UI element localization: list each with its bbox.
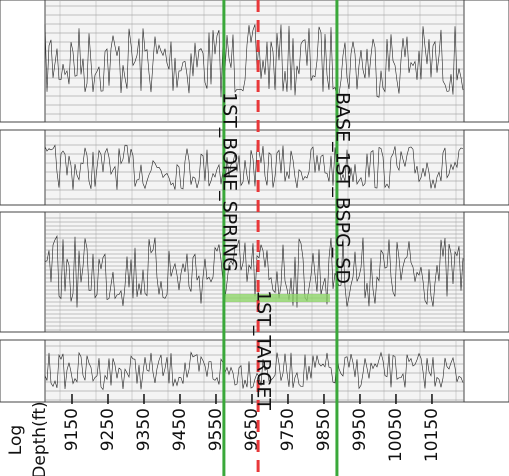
- green-fill: [225, 294, 330, 302]
- x-tick-label: 9750: [278, 408, 298, 451]
- x-tick-label: 9450: [170, 408, 190, 451]
- x-tick-label: 10050: [386, 408, 406, 462]
- log-trace: [44, 24, 464, 98]
- x-tick-label: 9250: [98, 408, 118, 451]
- log-trace: [44, 351, 464, 391]
- log-scan: [0, 0, 509, 403]
- x-axis-label: Log: [6, 425, 26, 455]
- x-tick-label: 9150: [62, 408, 82, 451]
- track-header: [0, 0, 46, 123]
- track-header: [0, 339, 46, 403]
- track-header: [463, 211, 509, 333]
- track-header: [463, 129, 509, 206]
- chart-layer: Log Depth(ft) 9150 9250 9350 9450 9550 9650 9750…: [6, 0, 442, 476]
- formation-top-label: BASE_1ST_BSPG_SD: [331, 92, 353, 284]
- x-tick-label: 9350: [134, 408, 154, 451]
- x-tick-label: 9550: [206, 408, 226, 451]
- x-tick-label: 10150: [422, 408, 442, 462]
- log-panel: [0, 339, 509, 403]
- log-trace: [44, 234, 464, 308]
- log-panel: [0, 129, 509, 206]
- x-tick-label: 9850: [314, 408, 334, 451]
- track-header: [463, 339, 509, 403]
- log-trace: [44, 144, 464, 190]
- formation-top-label: 1ST_TARGET: [253, 290, 275, 410]
- track-header: [0, 211, 46, 333]
- log-panel: [0, 0, 509, 123]
- x-tick-label: 9950: [350, 408, 370, 451]
- formation-top-label: 1ST_BONE_SPRING: [218, 92, 240, 272]
- log-panel: [0, 211, 509, 333]
- track-header: [463, 0, 509, 123]
- x-axis-label: Depth(ft): [30, 401, 50, 476]
- track-header: [0, 129, 46, 206]
